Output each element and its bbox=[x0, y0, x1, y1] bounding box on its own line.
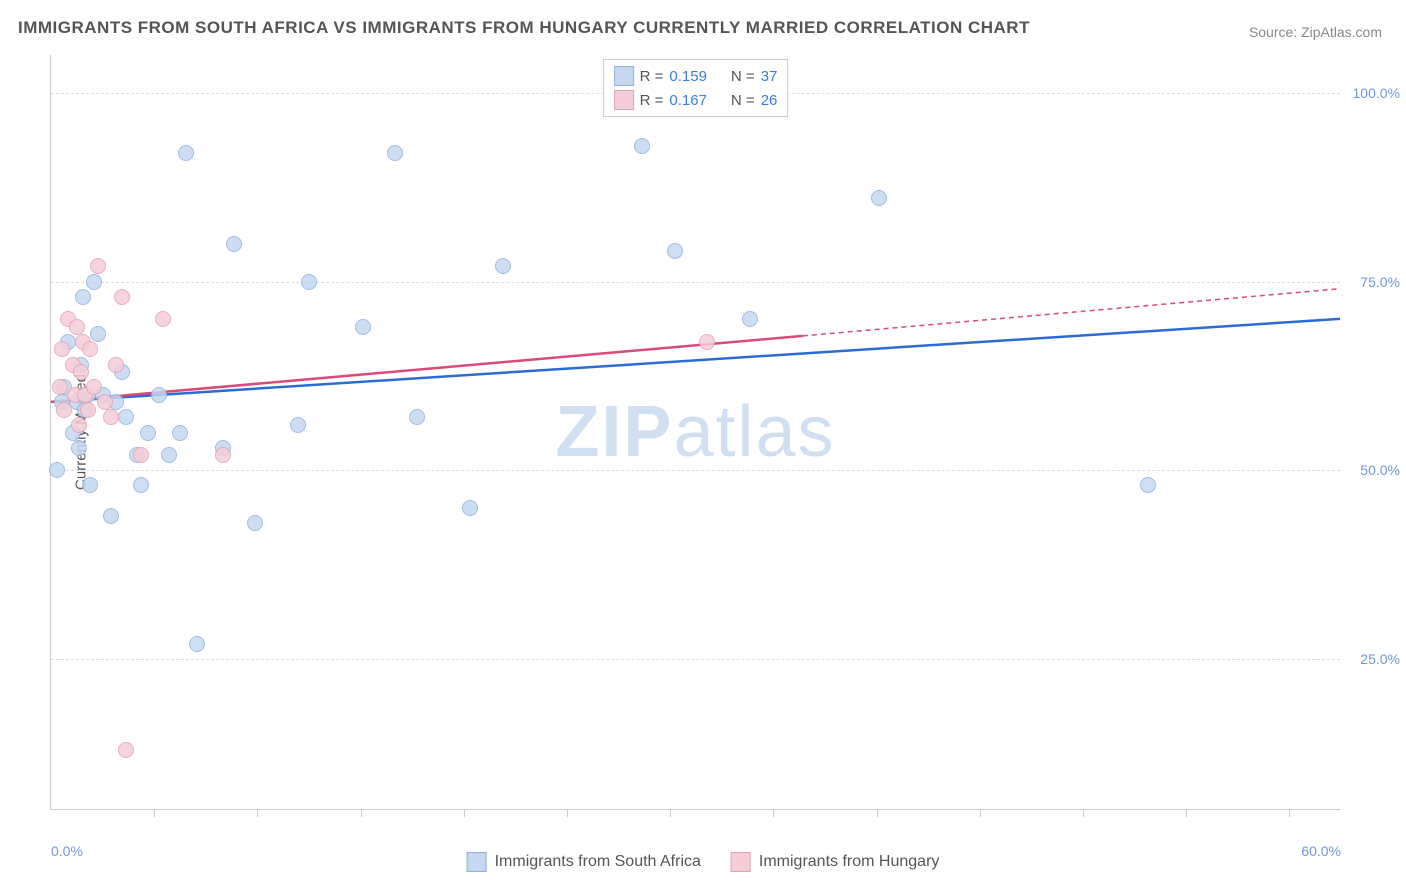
scatter-marker bbox=[90, 326, 106, 342]
y-tick-label: 25.0% bbox=[1345, 651, 1400, 667]
grid-line bbox=[51, 470, 1340, 471]
scatter-marker bbox=[49, 462, 65, 478]
scatter-marker bbox=[247, 515, 263, 531]
scatter-marker bbox=[86, 379, 102, 395]
scatter-marker bbox=[73, 364, 89, 380]
scatter-marker bbox=[103, 409, 119, 425]
series-legend-item: Immigrants from Hungary bbox=[731, 852, 940, 872]
scatter-marker bbox=[871, 190, 887, 206]
trend-line bbox=[51, 319, 1340, 402]
plot-area: ZIPatlas R =0.159N =37R =0.167N =26 Curr… bbox=[50, 55, 1340, 810]
x-tick-label: 0.0% bbox=[51, 843, 83, 859]
legend-swatch bbox=[614, 66, 634, 86]
legend-row: R = 0.167 N = 26 bbox=[614, 88, 778, 112]
series-legend: Immigrants from South Africa Immigrants f… bbox=[467, 852, 940, 872]
scatter-marker bbox=[742, 311, 758, 327]
x-tick bbox=[980, 809, 981, 817]
grid-line bbox=[51, 282, 1340, 283]
watermark: ZIPatlas bbox=[555, 391, 835, 473]
scatter-marker bbox=[151, 387, 167, 403]
scatter-marker bbox=[54, 341, 70, 357]
scatter-marker bbox=[161, 447, 177, 463]
scatter-marker bbox=[495, 258, 511, 274]
x-tick bbox=[773, 809, 774, 817]
x-tick bbox=[670, 809, 671, 817]
scatter-marker bbox=[699, 334, 715, 350]
x-tick bbox=[1289, 809, 1290, 817]
watermark-rest: atlas bbox=[673, 392, 835, 472]
y-tick-label: 75.0% bbox=[1345, 274, 1400, 290]
x-tick bbox=[464, 809, 465, 817]
legend-r-value: 0.167 bbox=[669, 92, 707, 109]
scatter-marker bbox=[462, 500, 478, 516]
scatter-marker bbox=[178, 145, 194, 161]
series-name: Immigrants from South Africa bbox=[495, 853, 701, 871]
legend-n-value: 37 bbox=[761, 68, 778, 85]
x-tick-label: 60.0% bbox=[1301, 843, 1341, 859]
series-name: Immigrants from Hungary bbox=[759, 853, 940, 871]
series-legend-item: Immigrants from South Africa bbox=[467, 852, 701, 872]
scatter-marker bbox=[1140, 477, 1156, 493]
scatter-marker bbox=[71, 417, 87, 433]
legend-swatch bbox=[467, 852, 487, 872]
legend-n-value: 26 bbox=[761, 92, 778, 109]
scatter-marker bbox=[108, 357, 124, 373]
x-tick bbox=[257, 809, 258, 817]
scatter-marker bbox=[56, 402, 72, 418]
scatter-marker bbox=[226, 236, 242, 252]
legend-n-label: N = bbox=[731, 92, 755, 109]
scatter-marker bbox=[114, 289, 130, 305]
x-tick bbox=[567, 809, 568, 817]
x-tick bbox=[877, 809, 878, 817]
scatter-marker bbox=[71, 440, 87, 456]
scatter-marker bbox=[86, 274, 102, 290]
legend-r-label: R = bbox=[640, 68, 664, 85]
scatter-marker bbox=[118, 409, 134, 425]
trend-line-dashed bbox=[803, 289, 1340, 336]
scatter-marker bbox=[133, 477, 149, 493]
x-tick bbox=[1186, 809, 1187, 817]
scatter-marker bbox=[290, 417, 306, 433]
legend-n-label: N = bbox=[731, 68, 755, 85]
scatter-marker bbox=[103, 508, 119, 524]
y-tick-label: 50.0% bbox=[1345, 462, 1400, 478]
scatter-marker bbox=[634, 138, 650, 154]
scatter-marker bbox=[155, 311, 171, 327]
scatter-marker bbox=[387, 145, 403, 161]
grid-line bbox=[51, 659, 1340, 660]
legend-row: R = 0.159 N = 37 bbox=[614, 64, 778, 88]
scatter-marker bbox=[667, 243, 683, 259]
scatter-marker bbox=[118, 742, 134, 758]
legend-swatch bbox=[731, 852, 751, 872]
legend-r-value: 0.159 bbox=[669, 68, 707, 85]
trend-lines-svg bbox=[51, 55, 1340, 809]
scatter-marker bbox=[82, 341, 98, 357]
correlation-legend: R = 0.159 N = 37 R = 0.167 N = 26 bbox=[603, 59, 789, 117]
scatter-marker bbox=[215, 447, 231, 463]
chart-container: IMMIGRANTS FROM SOUTH AFRICA VS IMMIGRAN… bbox=[0, 0, 1406, 892]
scatter-marker bbox=[82, 477, 98, 493]
x-tick bbox=[154, 809, 155, 817]
x-tick bbox=[361, 809, 362, 817]
scatter-marker bbox=[301, 274, 317, 290]
scatter-marker bbox=[133, 447, 149, 463]
scatter-marker bbox=[189, 636, 205, 652]
chart-title: IMMIGRANTS FROM SOUTH AFRICA VS IMMIGRAN… bbox=[18, 18, 1030, 38]
scatter-marker bbox=[69, 319, 85, 335]
scatter-marker bbox=[355, 319, 371, 335]
scatter-marker bbox=[90, 258, 106, 274]
scatter-marker bbox=[52, 379, 68, 395]
scatter-marker bbox=[140, 425, 156, 441]
scatter-marker bbox=[75, 289, 91, 305]
legend-r-label: R = bbox=[640, 92, 664, 109]
watermark-bold: ZIP bbox=[555, 392, 673, 472]
scatter-marker bbox=[97, 394, 113, 410]
scatter-marker bbox=[409, 409, 425, 425]
x-tick bbox=[1083, 809, 1084, 817]
y-tick-label: 100.0% bbox=[1345, 85, 1400, 101]
source-label: Source: ZipAtlas.com bbox=[1249, 24, 1382, 40]
legend-swatch bbox=[614, 90, 634, 110]
scatter-marker bbox=[80, 402, 96, 418]
scatter-marker bbox=[172, 425, 188, 441]
